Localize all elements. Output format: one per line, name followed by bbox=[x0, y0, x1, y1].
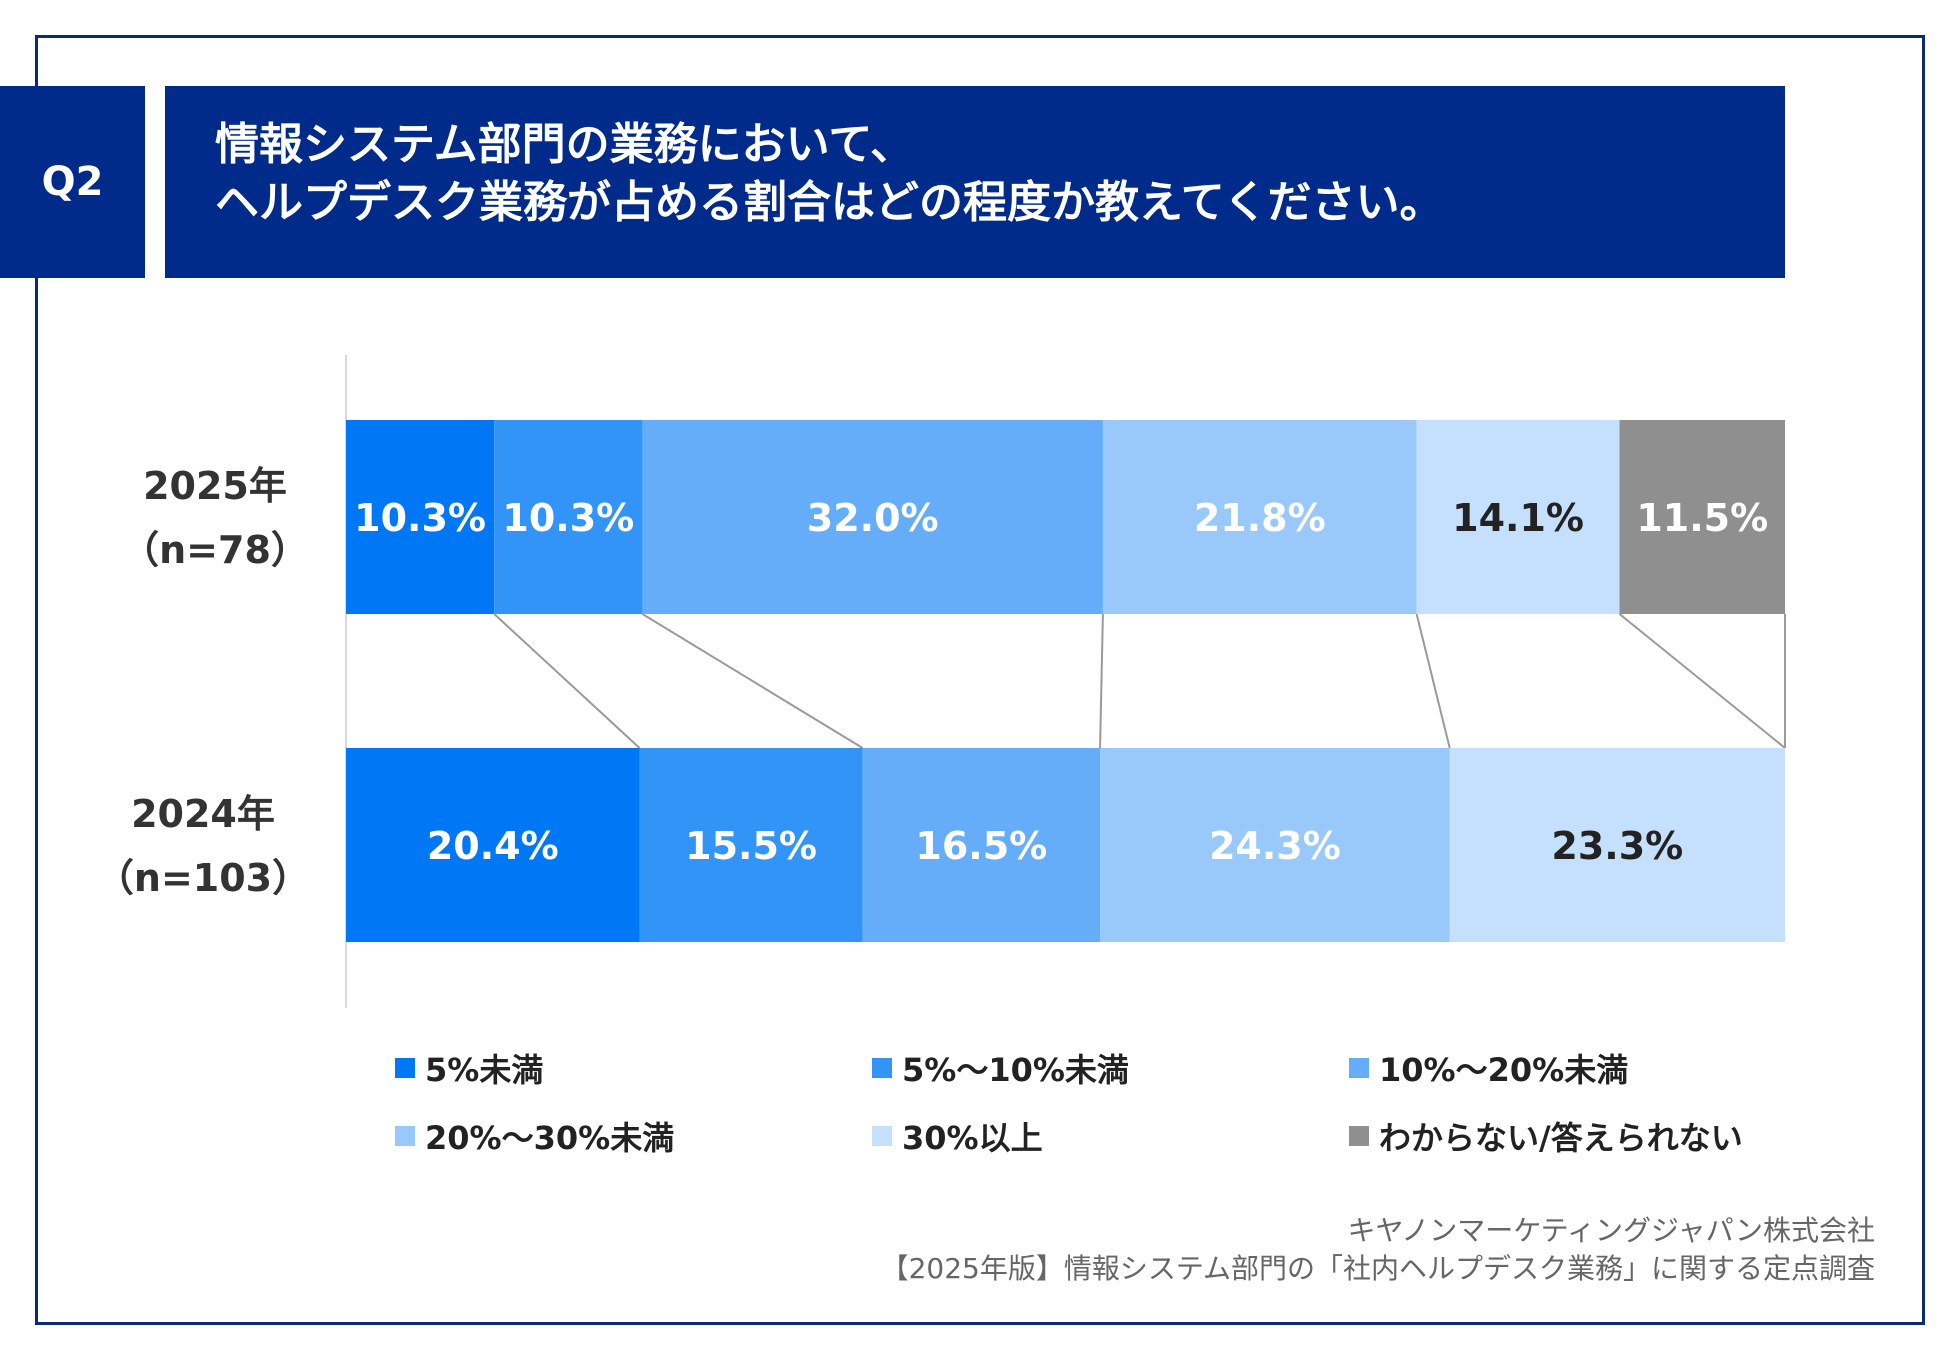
legend-item-unknown: わからない/答えられない bbox=[1349, 1113, 1795, 1159]
bar-segment bbox=[346, 420, 495, 614]
legend: 5%未満 5%～10%未満 10%～20%未満 20%～30%未満 30%以上 … bbox=[395, 1045, 1795, 1159]
question-badge: Q2 bbox=[0, 86, 145, 278]
legend-item-10to20: 10%～20%未満 bbox=[1349, 1045, 1795, 1091]
category-label-year: 2024年 bbox=[131, 792, 275, 836]
bar-segment bbox=[1449, 748, 1785, 942]
legend-label-5to10: 5%～10%未満 bbox=[902, 1051, 1129, 1089]
bar-value-label: 14.1% bbox=[1452, 496, 1584, 540]
bar-segment bbox=[1416, 420, 1620, 614]
question-title-line2: ヘルプデスク業務が占める割合はどの程度か教えてください。 bbox=[215, 177, 1444, 228]
category-label-n: （n=78） bbox=[121, 528, 309, 572]
legend-swatch-unknown bbox=[1349, 1126, 1369, 1146]
legend-label-30plus: 30%以上 bbox=[902, 1119, 1043, 1157]
legend-swatch-20to30 bbox=[395, 1126, 415, 1146]
question-title: 情報システム部門の業務において、 ヘルプデスク業務が占める割合はどの程度か教えて… bbox=[165, 86, 1785, 278]
source-survey: 【2025年版】情報システム部門の「社内ヘルプデスク業務」に関する定点調査 bbox=[880, 1252, 1875, 1285]
legend-swatch-10to20 bbox=[1349, 1058, 1369, 1078]
legend-item-lt5: 5%未満 bbox=[395, 1045, 872, 1091]
bar-value-label: 21.8% bbox=[1194, 496, 1326, 540]
legend-label-lt5: 5%未満 bbox=[425, 1051, 544, 1089]
series-connector-line bbox=[493, 613, 641, 749]
legend-swatch-5to10 bbox=[872, 1058, 892, 1078]
bar-value-label: 24.3% bbox=[1209, 824, 1341, 868]
bar-segment bbox=[862, 748, 1101, 942]
bar-value-label: 20.4% bbox=[427, 824, 559, 868]
bar-segment bbox=[639, 748, 863, 942]
series-connector-line bbox=[1415, 613, 1451, 749]
source-credit: キヤノンマーケティングジャパン株式会社 【2025年版】情報システム部門の「社内… bbox=[881, 1212, 1875, 1288]
chart-frame bbox=[35, 35, 1925, 1325]
legend-item-5to10: 5%～10%未満 bbox=[872, 1045, 1349, 1091]
bar-value-label: 23.3% bbox=[1551, 824, 1683, 868]
bar-segment bbox=[1619, 420, 1785, 614]
category-label-n: （n=103） bbox=[96, 856, 310, 900]
bar-segment bbox=[346, 748, 640, 942]
category-label-year: 2025年 bbox=[143, 464, 287, 508]
legend-item-20to30: 20%～30%未満 bbox=[395, 1113, 872, 1159]
source-company: キヤノンマーケティングジャパン株式会社 bbox=[1347, 1214, 1875, 1247]
bar-value-label: 10.3% bbox=[502, 496, 634, 540]
bar-segment bbox=[494, 420, 643, 614]
legend-label-unknown: わからない/答えられない bbox=[1379, 1119, 1743, 1157]
bar-value-label: 32.0% bbox=[807, 496, 939, 540]
series-connector-line bbox=[1099, 613, 1104, 749]
legend-label-20to30: 20%～30%未満 bbox=[425, 1119, 675, 1157]
bar-value-label: 15.5% bbox=[685, 824, 817, 868]
bar-segment bbox=[1100, 748, 1450, 942]
legend-swatch-30plus bbox=[872, 1126, 892, 1146]
bar-segment bbox=[642, 420, 1103, 614]
bar-value-label: 11.5% bbox=[1636, 496, 1768, 540]
bar-value-label: 16.5% bbox=[915, 824, 1047, 868]
legend-label-10to20: 10%～20%未満 bbox=[1379, 1051, 1629, 1089]
bar-segment bbox=[1102, 420, 1417, 614]
series-connector-line bbox=[1618, 613, 1786, 749]
legend-item-30plus: 30%以上 bbox=[872, 1113, 1349, 1159]
series-connector-line bbox=[641, 613, 864, 749]
question-title-line1: 情報システム部門の業務において、 bbox=[215, 119, 915, 170]
bar-value-label: 10.3% bbox=[354, 496, 486, 540]
legend-swatch-lt5 bbox=[395, 1058, 415, 1078]
